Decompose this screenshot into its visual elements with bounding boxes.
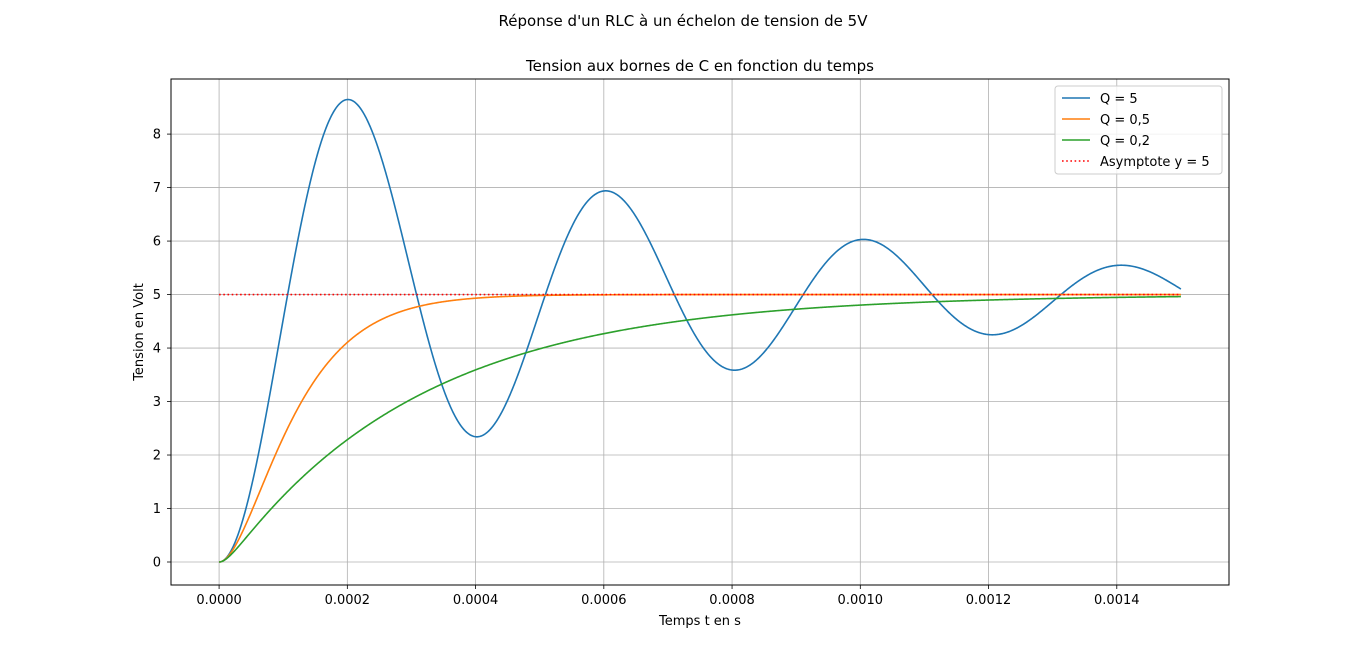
x-axis-ticks: 0.0000 0.0002 0.0004 0.0006 0.0008 0.0010 0.00… (196, 585, 1140, 608)
legend: Q = 5 Q = 0,5 Q = 0,2 Asymptote y = 5 (1054, 85, 1223, 175)
y-tick-label: 6 (153, 235, 161, 250)
x-axis-label: Temps t en s (658, 614, 741, 629)
series-line-2 (219, 295, 1181, 563)
legend-label: Q = 5 (1100, 92, 1138, 107)
y-tick-label: 4 (153, 342, 161, 357)
x-tick-label: 0.0006 (581, 593, 627, 608)
series-layer (219, 98, 1182, 563)
figure-suptitle: Réponse d'un RLC à un échelon de tension… (499, 12, 869, 30)
chart-title: Tension aux bornes de C en fonction du t… (525, 57, 874, 75)
y-axis-label: Tension en Volt (132, 283, 147, 382)
plot-frame (170, 78, 1230, 586)
y-tick-label: 7 (153, 181, 161, 196)
y-tick-label: 8 (153, 128, 161, 143)
x-tick-label: 0.0002 (325, 593, 371, 608)
y-tick-label: 0 (153, 556, 161, 571)
series-line-1 (219, 293, 1181, 563)
y-tick-label: 1 (153, 502, 161, 517)
legend-label: Q = 0,5 (1100, 113, 1150, 128)
x-tick-label: 0.0012 (966, 593, 1012, 608)
x-tick-label: 0.0010 (838, 593, 884, 608)
x-tick-label: 0.0014 (1094, 593, 1140, 608)
legend-label: Q = 0,2 (1100, 134, 1150, 149)
y-axis-ticks: 0 1 2 3 4 5 6 7 8 (153, 128, 171, 571)
legend-box (1054, 85, 1223, 175)
x-tick-label: 0.0000 (196, 593, 242, 608)
y-tick-label: 3 (153, 395, 161, 410)
x-tick-label: 0.0008 (709, 593, 755, 608)
y-tick-label: 5 (153, 288, 161, 303)
y-tick-label: 2 (153, 449, 161, 464)
x-tick-label: 0.0004 (453, 593, 499, 608)
series-line-0 (219, 98, 1182, 563)
legend-label: Asymptote y = 5 (1100, 155, 1210, 170)
